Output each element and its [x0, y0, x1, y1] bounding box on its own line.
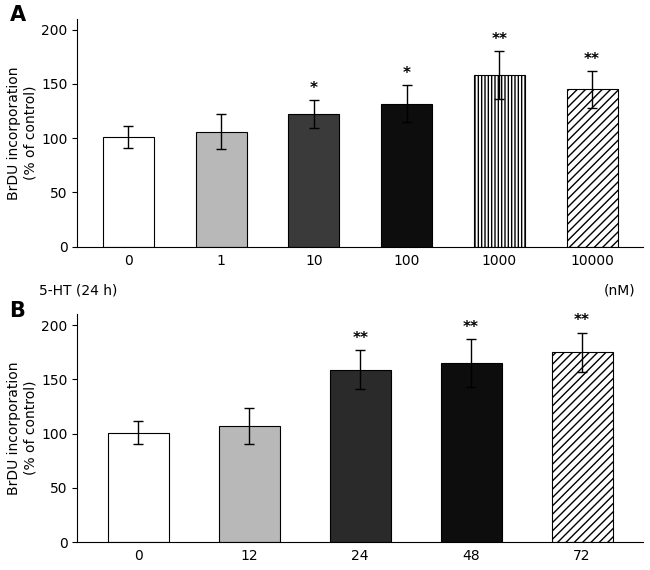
- Bar: [103, 137, 154, 247]
- Text: *: *: [402, 66, 411, 81]
- Y-axis label: BrDU incorporation
(% of control): BrDU incorporation (% of control): [7, 66, 37, 200]
- Y-axis label: BrDU incorporation
(% of control): BrDU incorporation (% of control): [7, 361, 37, 495]
- Bar: [196, 132, 246, 247]
- Bar: [474, 75, 525, 247]
- Bar: [552, 352, 612, 542]
- Text: A: A: [10, 5, 25, 25]
- Bar: [330, 370, 391, 542]
- Text: **: **: [574, 314, 590, 328]
- Text: **: **: [463, 320, 479, 335]
- Text: **: **: [584, 52, 600, 67]
- Bar: [289, 115, 339, 247]
- Text: 5-HT (24 h): 5-HT (24 h): [39, 283, 117, 297]
- Text: **: **: [352, 331, 369, 346]
- Text: (nM): (nM): [603, 283, 635, 297]
- Text: B: B: [10, 300, 25, 321]
- Bar: [381, 104, 432, 247]
- Text: **: **: [491, 32, 508, 47]
- Bar: [108, 433, 169, 542]
- Bar: [441, 363, 502, 542]
- Bar: [219, 426, 280, 542]
- Text: *: *: [310, 81, 318, 96]
- Bar: [567, 89, 617, 247]
